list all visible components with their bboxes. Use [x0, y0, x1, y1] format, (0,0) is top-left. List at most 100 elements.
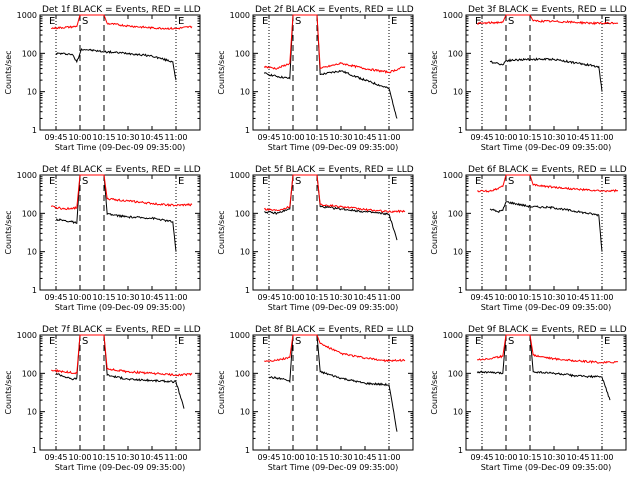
y-tick-label: 1: [245, 446, 250, 455]
x-tick-label: 11:00: [590, 453, 613, 462]
panel-2: Det 2f BLACK = Events, RED = LLD 1 10 100 10…: [217, 5, 414, 152]
x-tick-label: 10:00: [494, 453, 517, 462]
x-tick-label: 11:00: [377, 453, 400, 462]
events-series-line: [263, 14, 398, 119]
plot-frame: [39, 14, 201, 131]
panel-title: Det 1f BLACK = Events, RED = LLD: [42, 5, 201, 15]
x-tick-label: 09:45: [44, 133, 67, 142]
x-tick-label: 09:45: [257, 293, 280, 302]
marker-label: S: [508, 16, 514, 27]
x-axis-label: Start Time (09-Dec-09 09:35:00): [481, 303, 612, 312]
y-tick-label: 1: [458, 286, 463, 295]
y-tick-label: 10: [240, 408, 250, 417]
x-tick-label: 10:00: [68, 293, 91, 302]
x-tick-label: 11:00: [164, 133, 187, 142]
x-axis-label: Start Time (09-Dec-09 09:35:00): [268, 143, 399, 152]
events-series-line: [55, 334, 185, 409]
lld-series-line: [263, 174, 406, 214]
x-tick-label: 10:00: [494, 293, 517, 302]
y-tick-label: 100: [22, 209, 37, 218]
x-tick-label: 10:15: [518, 293, 541, 302]
panel-7: Det 7f BLACK = Events, RED = LLD 1 10 100 10…: [4, 325, 201, 472]
y-tick-label: 1: [245, 286, 250, 295]
x-tick-label: 10:30: [116, 293, 139, 302]
marker-label: E: [49, 176, 55, 187]
x-tick-label: 10:45: [140, 133, 163, 142]
marker-label: E: [178, 336, 184, 347]
x-axis-label: Start Time (09-Dec-09 09:35:00): [481, 143, 612, 152]
panel-5: Det 5f BLACK = Events, RED = LLD 1 10 100 10…: [217, 165, 414, 312]
marker-label: S: [295, 336, 301, 347]
x-axis-label: Start Time (09-Dec-09 09:35:00): [55, 303, 186, 312]
x-tick-label: 09:45: [470, 453, 493, 462]
x-tick-label: 09:45: [257, 453, 280, 462]
x-tick-label: 09:45: [257, 133, 280, 142]
lld-series-line: [51, 14, 193, 30]
x-tick-label: 10:45: [566, 293, 589, 302]
y-tick-label: 10: [240, 248, 250, 257]
x-tick-label: 10:45: [140, 453, 163, 462]
x-axis-label: Start Time (09-Dec-09 09:35:00): [55, 143, 186, 152]
y-axis-label: Counts/sec: [217, 50, 226, 94]
y-tick-label: 1: [245, 126, 250, 135]
panel-title: Det 5f BLACK = Events, RED = LLD: [255, 165, 414, 175]
x-tick-label: 10:45: [566, 133, 589, 142]
x-tick-label: 11:00: [164, 293, 187, 302]
x-axis-label: Start Time (09-Dec-09 09:35:00): [268, 303, 399, 312]
y-axis-label: Counts/sec: [217, 370, 226, 414]
panel-4: Det 4f BLACK = Events, RED = LLD 1 10 100 10…: [4, 165, 201, 312]
y-axis-label: Counts/sec: [430, 370, 439, 414]
y-tick-label: 100: [22, 49, 37, 58]
panel-title: Det 4f BLACK = Events, RED = LLD: [42, 165, 201, 175]
marker-label: E: [178, 176, 184, 187]
plot-frame: [252, 14, 414, 131]
y-tick-label: 100: [448, 369, 463, 378]
marker-label: E: [604, 176, 610, 187]
y-tick-label: 100: [448, 209, 463, 218]
panel-8: Det 8f BLACK = Events, RED = LLD 1 10 100 10…: [217, 325, 414, 472]
plot-frame: [39, 174, 201, 291]
panel-title: Det 8f BLACK = Events, RED = LLD: [255, 325, 414, 335]
y-tick-label: 1000: [230, 11, 250, 20]
x-tick-label: 10:30: [329, 293, 352, 302]
marker-label: E: [475, 176, 481, 187]
panel-title: Det 2f BLACK = Events, RED = LLD: [255, 5, 414, 15]
lld-series-line: [476, 334, 619, 364]
x-tick-label: 10:15: [92, 293, 115, 302]
y-tick-label: 100: [235, 49, 250, 58]
y-axis-label: Counts/sec: [4, 50, 13, 94]
x-tick-label: 10:15: [305, 293, 328, 302]
y-tick-label: 1000: [443, 11, 463, 20]
x-tick-label: 10:45: [353, 453, 376, 462]
y-axis-label: Counts/sec: [4, 370, 13, 414]
y-tick-label: 10: [240, 88, 250, 97]
lld-series-line: [477, 174, 619, 193]
lld-series-line: [50, 174, 193, 211]
panel-title: Det 9f BLACK = Events, RED = LLD: [468, 325, 627, 335]
y-tick-label: 10: [453, 408, 463, 417]
x-tick-label: 10:30: [542, 293, 565, 302]
marker-label: S: [82, 176, 88, 187]
marker-label: E: [391, 176, 397, 187]
x-tick-label: 10:15: [92, 453, 115, 462]
x-tick-label: 10:45: [353, 293, 376, 302]
x-tick-label: 10:15: [305, 453, 328, 462]
y-tick-label: 1: [32, 126, 37, 135]
marker-label: E: [49, 336, 55, 347]
marker-label: S: [508, 176, 514, 187]
y-tick-label: 1: [458, 446, 463, 455]
y-tick-label: 10: [453, 88, 463, 97]
x-tick-label: 10:30: [542, 133, 565, 142]
marker-label: S: [295, 176, 301, 187]
x-axis-label: Start Time (09-Dec-09 09:35:00): [268, 463, 399, 472]
y-tick-label: 10: [27, 408, 37, 417]
marker-label: E: [262, 16, 268, 27]
marker-label: S: [82, 16, 88, 27]
marker-label: E: [49, 16, 55, 27]
events-series-line: [489, 57, 603, 92]
lld-series-line: [476, 14, 619, 26]
plot-frame: [465, 14, 627, 131]
x-tick-label: 09:45: [44, 453, 67, 462]
marker-label: E: [262, 336, 268, 347]
y-tick-label: 1: [458, 126, 463, 135]
